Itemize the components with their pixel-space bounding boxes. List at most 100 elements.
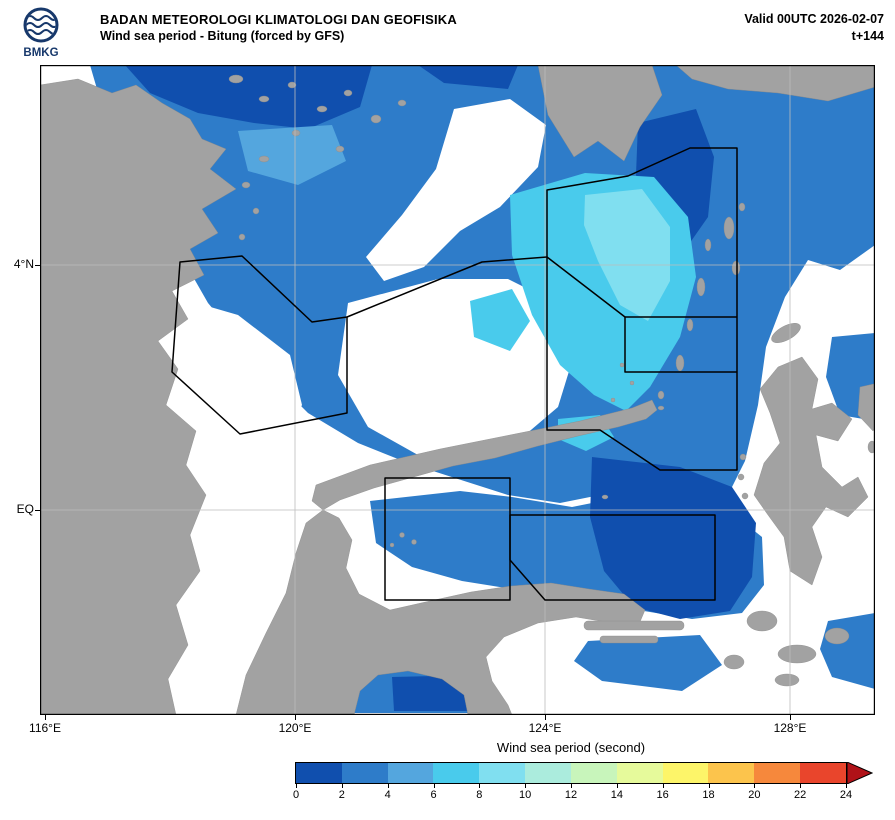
island-dot (619, 362, 625, 368)
island-dot (291, 129, 301, 137)
colorbar-tick-label: 10 (519, 789, 532, 801)
title-block: BADAN METEOROLOGI KLIMATOLOGI DAN GEOFIS… (100, 11, 457, 45)
forecast-zone-south-east (509, 514, 716, 601)
colorbar-cell (433, 763, 480, 783)
island-dot (723, 216, 735, 240)
island-dot (696, 277, 706, 297)
colorbar-tick-label: 14 (610, 789, 623, 801)
island-dot (287, 81, 297, 89)
logo-wave (26, 29, 56, 35)
island-group-sangihe (657, 202, 746, 400)
sea-fill-light (238, 125, 346, 185)
island-dot (343, 89, 353, 97)
lat-label-4n: 4°N (13, 257, 34, 271)
island-dot (824, 627, 850, 645)
island-dot (629, 380, 635, 386)
colorbar-tickmark (754, 784, 756, 788)
product-title: Wind sea period - Bitung (forced by GFS) (100, 29, 345, 43)
sea-fill-pale-cyan (584, 189, 670, 321)
island-dot (731, 260, 741, 276)
colorbar-tick-label: 12 (564, 789, 578, 801)
colorbar-ticks: 0 2 4 6 8 10 12 14 16 18 20 22 24 (292, 784, 852, 804)
colorbar-cell (662, 763, 709, 783)
agency-title: BADAN METEOROLOGI KLIMATOLOGI DAN GEOFIS… (100, 12, 457, 27)
colorbar-label: Wind sea period (second) (496, 740, 646, 755)
forecast-step: t+144 (851, 29, 884, 43)
island-sula (583, 620, 685, 631)
colorbar-cell (800, 763, 846, 783)
colorbar-tickmark (296, 784, 297, 788)
forecast-zone-east (546, 147, 738, 471)
forecast-zones (171, 147, 738, 601)
colorbar-cell (754, 763, 801, 783)
colorbar-tick-label: 4 (384, 789, 391, 801)
logo-wave (26, 15, 56, 21)
colorbar-cell (708, 763, 755, 783)
valid-time: Valid 00UTC 2026-02-07 (744, 12, 884, 26)
forecast-zone-west (171, 255, 348, 435)
lon-tick (545, 715, 546, 720)
sea-fill-dark (418, 65, 518, 89)
bmkg-logo: BMKG (23, 7, 59, 59)
island-group-sulu (228, 74, 407, 241)
colorbar-cell (616, 763, 663, 783)
island-group-sula (583, 620, 685, 644)
lat-label-eq: EQ (16, 502, 34, 516)
colorbar-cell (525, 763, 571, 783)
island-obi (777, 644, 817, 664)
lon-label-120e: 120°E (278, 721, 312, 735)
colorbar-tickmark (433, 784, 435, 788)
island-dot (675, 354, 685, 372)
colorbar-tick-label: 18 (702, 789, 715, 801)
land-sulawesi-central (235, 509, 646, 715)
land-mindanao (537, 65, 663, 162)
land-top-right-coast (675, 65, 875, 102)
sea-fill-dark (125, 65, 372, 129)
colorbar-tick-label: 16 (656, 789, 669, 801)
lon-label-124e: 124°E (528, 721, 562, 735)
island-dot (867, 440, 875, 454)
island-dot (704, 238, 712, 252)
header: BMKG BADAN METEOROLOGI KLIMATOLOGI DAN G… (0, 0, 895, 64)
sea-fill-medium (574, 635, 722, 691)
island-dot (228, 74, 244, 84)
island-dot (774, 673, 800, 687)
colorbar-tickmark (387, 784, 389, 788)
colorbar-tick-label: 22 (794, 789, 807, 801)
island-sula (599, 635, 659, 644)
colorbar-cell (341, 763, 388, 783)
lon-tick (45, 715, 46, 720)
island-dot (610, 397, 616, 403)
colorbar-tick-label: 8 (476, 789, 483, 801)
colorbar-tickmark (571, 784, 572, 788)
colorbar-tick-label: 2 (338, 789, 345, 801)
colorbar-tickmark (525, 784, 527, 788)
forecast-zone-divider (624, 317, 737, 373)
island-bacan (746, 610, 778, 632)
map-frame (40, 65, 875, 715)
island-dot (657, 405, 665, 411)
sea-calm-patch (366, 99, 546, 281)
island-dot (601, 494, 609, 500)
colorbar-tickmark (662, 784, 664, 788)
lat-tick (35, 265, 40, 266)
island-dot (723, 654, 745, 670)
forecast-zone-south-west (384, 477, 511, 601)
map-border (40, 65, 875, 715)
colorbar-tick-label: 0 (292, 789, 300, 801)
island-dot (370, 114, 382, 124)
forecast-zone-middle-top (346, 256, 548, 318)
sea-fill-cyan (470, 289, 530, 351)
colorbar-extend-arrow (847, 762, 873, 784)
colorbar-tickmark (846, 784, 847, 788)
colorbar-cells (295, 762, 847, 784)
island-tidore (737, 473, 745, 481)
lon-tick (790, 715, 791, 720)
colorbar-tick-label: 20 (748, 789, 761, 801)
colorbar-cell (479, 763, 526, 783)
lon-label-128e: 128°E (773, 721, 807, 735)
island-dot (411, 539, 417, 545)
island-dot (657, 390, 665, 400)
colorbar-cell (570, 763, 617, 783)
island-dot (335, 145, 345, 153)
